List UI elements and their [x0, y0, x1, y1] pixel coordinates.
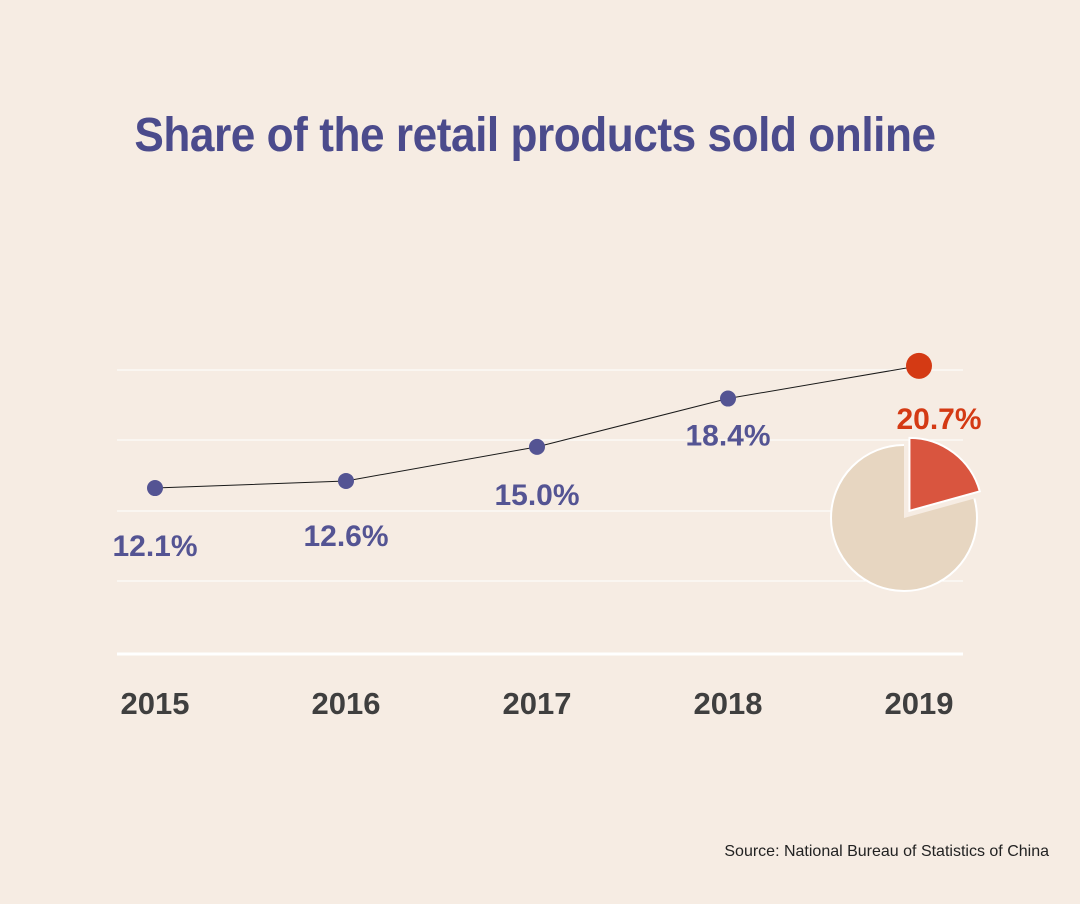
pie-chart-2019	[830, 436, 982, 592]
data-label-2019: 20.7%	[896, 403, 981, 436]
x-tick-2017: 2017	[503, 686, 572, 721]
data-point-2015	[147, 480, 163, 497]
data-label-2017: 15.0%	[494, 479, 579, 512]
data-point-2019	[906, 352, 932, 379]
x-tick-2015: 2015	[121, 686, 190, 721]
data-points	[147, 352, 932, 497]
x-tick-2018: 2018	[694, 686, 763, 721]
series-line	[154, 365, 920, 489]
data-label-2018: 18.4%	[685, 420, 770, 453]
data-point-2018	[720, 390, 736, 407]
data-label-2016: 12.6%	[303, 520, 388, 553]
x-tick-2019: 2019	[885, 686, 954, 721]
source-note: Source: National Bureau of Statistics of…	[724, 843, 1049, 860]
x-tick-labels: 2015 2016 2017 2018 2019	[121, 686, 954, 721]
data-label-2015: 12.1%	[112, 530, 197, 563]
data-point-2016	[338, 472, 354, 489]
chart-title: Share of the retail products sold online	[134, 109, 936, 162]
data-point-2017	[529, 438, 545, 455]
gridlines	[117, 369, 963, 582]
x-tick-2016: 2016	[312, 686, 381, 721]
pie-share-slice	[908, 436, 982, 513]
data-labels: 12.1% 12.6% 15.0% 18.4% 20.7%	[112, 403, 981, 563]
